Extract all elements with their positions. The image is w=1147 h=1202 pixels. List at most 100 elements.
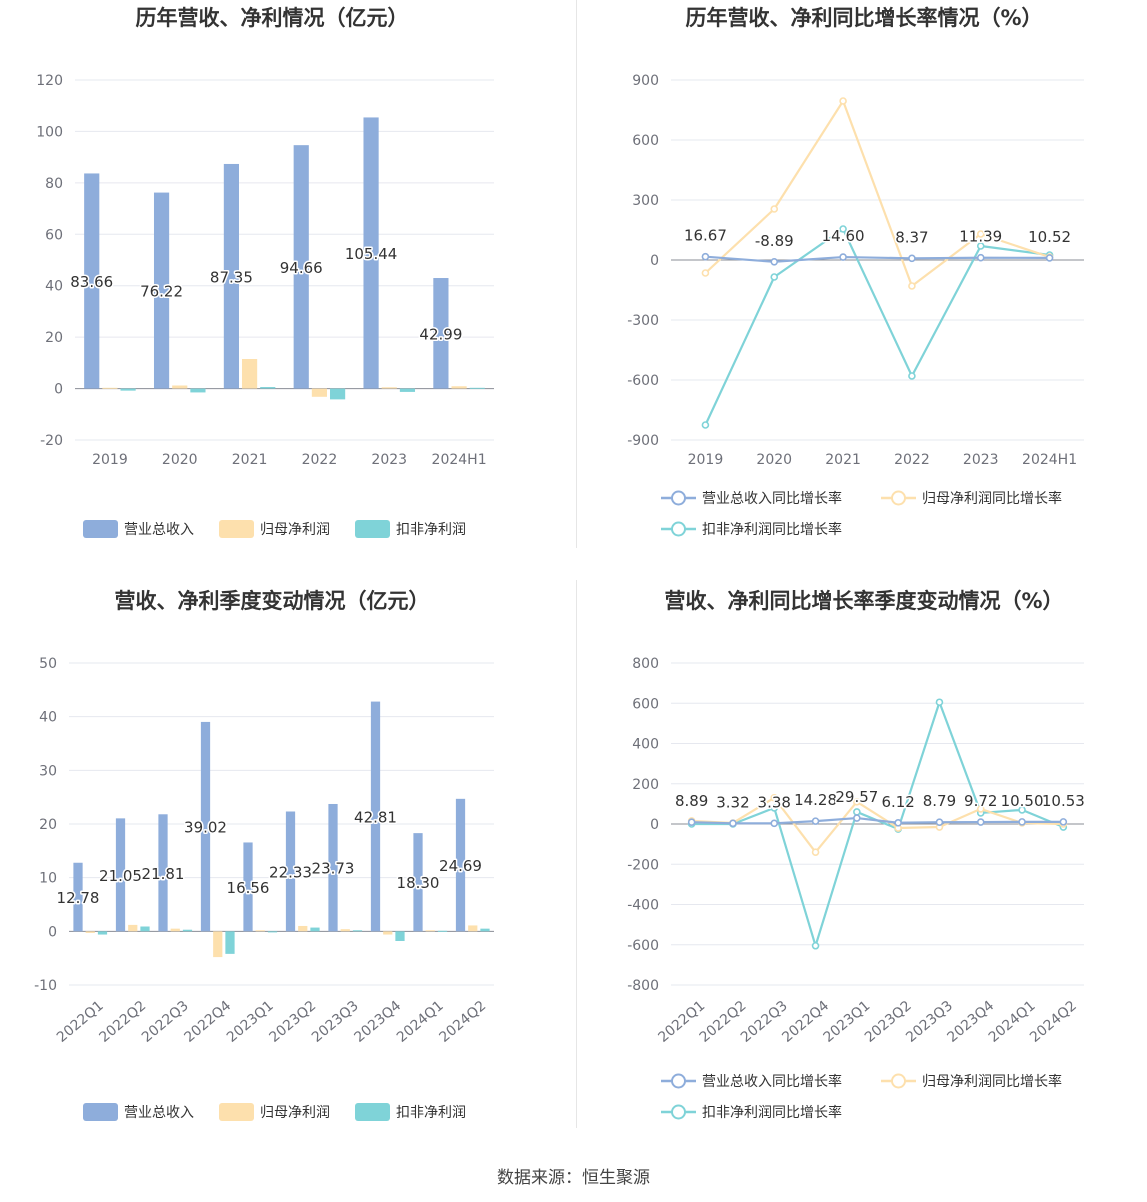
bar-deducted-profit [225,931,235,954]
vertical-divider-bottom [576,580,577,1128]
legend-swatch [83,520,118,538]
revenue-data-label: 42.81 [354,808,397,826]
point-revenue-growth [976,818,985,826]
point-net-profit-growth [770,794,779,802]
x-tick-label: 2022 [302,452,338,468]
point-deducted-profit-growth [908,372,916,380]
y-tick-label: -200 [627,857,659,873]
quarterly-amounts-panel: 营收、净利季度变动情况（亿元） -10 0 10 20 30 40 50 2022Q1 2022Q… [0,583,573,1166]
growth-data-label: 14.60 [822,227,865,245]
growth-data-label: 10.52 [1028,228,1071,246]
legend-marker [671,1073,686,1089]
revenue-data-label: 105.44 [345,245,398,263]
growth-data-label: 10.53 [1042,792,1085,810]
bar-deducted-profit [260,387,276,389]
y-tick-label: -800 [627,978,659,994]
y-tick-label: -600 [627,373,659,389]
legend-swatch [355,520,390,538]
y-tick-label: 0 [650,817,659,833]
bar-deducted-profit [310,927,320,932]
point-deducted-profit-growth [976,242,985,250]
point-revenue-growth [811,817,820,825]
point-revenue-growth [687,818,696,827]
bar-revenue [73,862,83,932]
point-deducted-profit-growth [1018,806,1026,814]
point-revenue-growth [729,819,737,828]
y-tick-label: 800 [632,656,659,672]
point-net-profit-growth [701,269,710,277]
x-tick-label: 2024Q2 [436,998,489,1046]
bar-revenue [433,278,449,389]
y-tick-label: -600 [627,938,659,954]
point-net-profit-growth [976,805,985,813]
y-tick-label: -900 [627,433,659,449]
annual-amounts-panel: 历年营收、净利情况（亿元） -20 0 20 40 60 80 100 120 2019 2020 2… [0,0,573,583]
revenue-data-label: 87.35 [210,268,253,286]
growth-data-label: 16.67 [684,227,727,245]
bar-revenue [293,145,309,389]
revenue-data-label: 23.73 [312,860,355,878]
y-tick-label: 300 [632,193,659,209]
line-net-profit-growth [704,99,1050,288]
legend-swatch [355,1103,390,1121]
x-tick-label: 2019 [92,452,128,468]
point-deducted-profit-growth [839,225,847,233]
legend-label: 营业总收入同比增长率 [702,1073,842,1090]
bar-net-profit [311,388,328,397]
bar-deducted-profit [267,931,278,933]
point-deducted-profit-growth [853,808,861,816]
bar-deducted-profit [97,931,108,935]
data-source-note: 数据来源：恒生聚源 [497,1168,650,1188]
y-tick-label: 120 [36,73,63,89]
growth-data-label: 14.28 [794,791,837,809]
bar-revenue [455,798,466,932]
point-net-profit-growth [839,97,847,105]
revenue-data-label: 21.81 [142,865,185,883]
y-tick-label: 100 [36,124,63,140]
bar-net-profit [381,387,397,389]
x-tick-label: 2023Q2 [266,998,319,1046]
revenue-data-label: 76.22 [140,283,183,301]
growth-data-label: 8.89 [675,792,708,810]
point-net-profit-growth [976,230,985,238]
bar-net-profit [468,925,478,932]
point-deducted-profit-growth [701,421,710,429]
bar-deducted-profit [352,930,363,932]
bar-revenue [413,833,423,932]
bar-deducted-profit [330,388,346,400]
point-revenue-growth [1059,818,1068,826]
point-net-profit-growth [811,848,820,856]
y-tick-label: 20 [39,817,57,833]
y-tick-label: 80 [45,176,63,192]
legend-marker [671,1104,686,1120]
x-tick-label: 2024Q1 [394,998,447,1046]
revenue-data-label: 83.66 [70,273,113,291]
x-tick-label: 2020 [756,452,792,468]
x-tick-label: 2021 [232,452,268,468]
y-tick-label: -10 [34,978,57,994]
bar-revenue [223,163,239,389]
legend-label: 归母净利润 [260,1104,330,1121]
chart-title: 历年营收、净利情况（亿元） [136,6,409,30]
point-revenue-growth [976,253,985,262]
revenue-data-label: 18.30 [397,874,440,892]
legend-marker [671,521,686,537]
bar-net-profit [170,928,180,932]
y-tick-label: -300 [627,313,659,329]
x-tick-label: 2023Q1 [224,998,277,1046]
growth-data-label: 8.79 [923,792,956,810]
chart-title: 营收、净利同比增长率季度变动情况（%） [664,589,1063,613]
legend-label: 扣非净利润同比增长率 [702,521,842,538]
legend-label: 扣非净利润 [396,1105,466,1121]
growth-data-label: 11.39 [959,228,1002,246]
legend-swatch [219,1103,254,1121]
growth-data-label: 3.38 [758,793,791,811]
bar-revenue [84,173,100,389]
legend-label: 营业总收入 [124,522,194,538]
growth-data-label: 8.37 [895,228,928,246]
y-tick-label: 30 [39,763,57,779]
point-net-profit-growth [853,798,861,806]
revenue-data-label: 22.33 [269,863,312,881]
y-tick-label: 40 [45,279,63,295]
revenue-data-label: 24.69 [439,857,482,875]
